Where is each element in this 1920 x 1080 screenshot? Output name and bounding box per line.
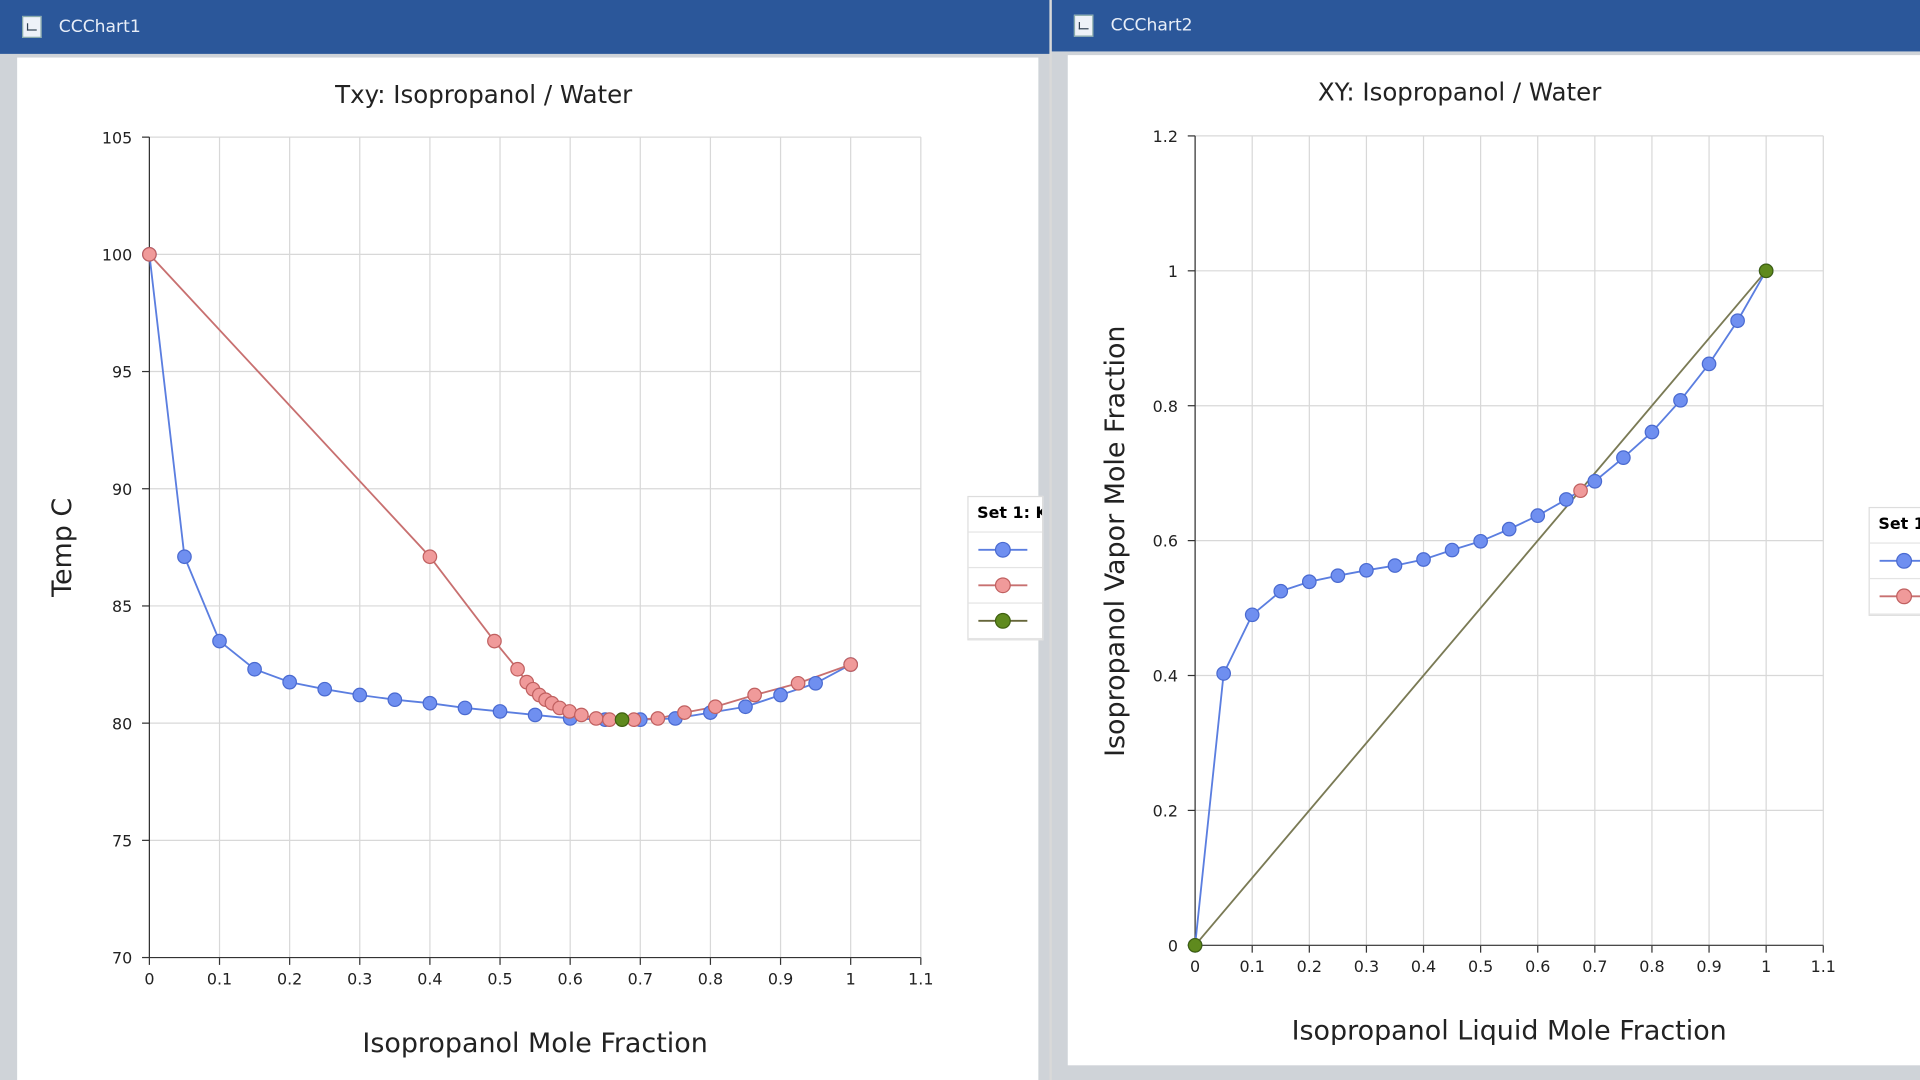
chart-window-icon [1073,14,1094,37]
title-bar[interactable]: CCChart1 [0,0,1050,54]
legend-item-blue[interactable] [968,533,1043,569]
chart-area [17,57,1039,1080]
legend-item-red[interactable] [968,568,1043,604]
title-bar[interactable]: CCChart2 [1051,0,1920,52]
window-title: CCChart2 [1110,15,1193,36]
legend-header: Set 1: K [968,497,1043,533]
legend-item-green[interactable] [968,604,1043,640]
legend-item-blue[interactable] [1869,544,1920,580]
legend-header: Set 1 [1869,508,1920,544]
window-ccchart2: CCChart2 Set 1 [1051,0,1920,1080]
legend-item-red[interactable] [1869,579,1920,615]
window-ccchart1: CCChart1 Set 1: K [0,0,1050,1080]
chart-window-icon [22,15,42,38]
window-title: CCChart1 [58,17,141,37]
legend: Set 1 [1868,506,1920,616]
legend: Set 1: K [967,495,1044,641]
chart-area [1067,55,1920,1066]
